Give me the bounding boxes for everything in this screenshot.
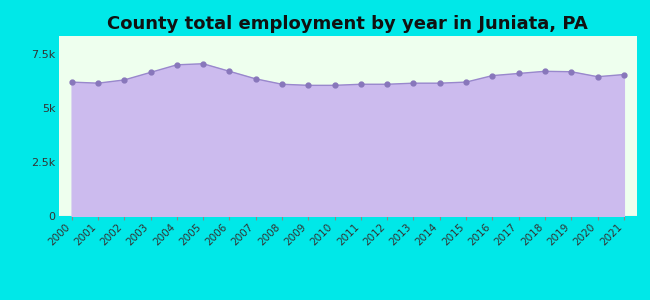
Title: County total employment by year in Juniata, PA: County total employment by year in Junia… [107, 15, 588, 33]
